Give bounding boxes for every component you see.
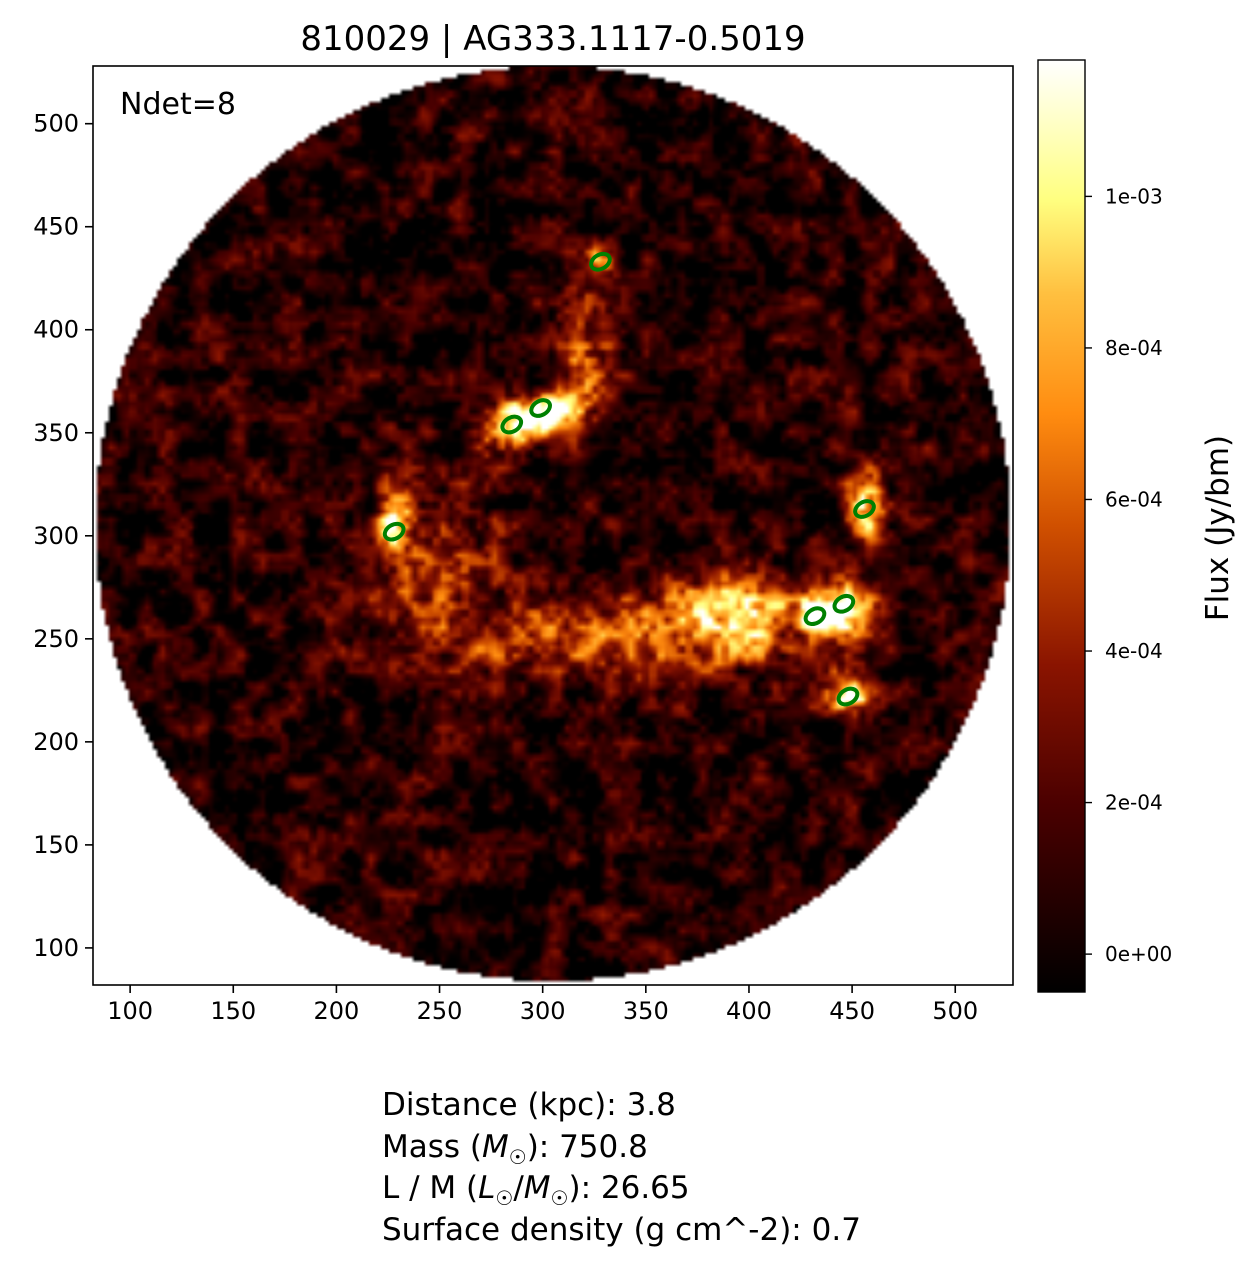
x-tick-label: 400 <box>726 997 772 1025</box>
surface-density-text: Surface density (g cm^-2): 0.7 <box>382 1211 861 1248</box>
mass-text: Mass (M☉): 750.8 <box>382 1128 648 1169</box>
detection-ellipse <box>500 414 524 435</box>
ndet-annotation: Ndet=8 <box>120 87 236 122</box>
colorbar-tick-label: 6e-04 <box>1105 487 1163 511</box>
y-tick-label: 300 <box>33 522 79 550</box>
y-tick-label: 150 <box>33 831 79 859</box>
x-tick-label: 300 <box>520 997 566 1025</box>
x-tick-label: 500 <box>932 997 978 1025</box>
detection-ellipse <box>836 686 860 707</box>
y-tick-label: 400 <box>33 316 79 344</box>
colorbar-label: Flux (Jy/bm) <box>1200 435 1236 621</box>
colorbar-tick-label: 2e-04 <box>1105 791 1163 815</box>
colorbar-tick-label: 4e-04 <box>1105 639 1163 663</box>
detection-ellipse <box>382 521 406 542</box>
mass-symbol: M <box>482 1128 509 1165</box>
sun-symbol: ☉ <box>508 1144 527 1169</box>
detection-ellipse <box>832 593 856 614</box>
sun-symbol: ☉ <box>550 1186 569 1211</box>
colorbar-tick-label: 0e+00 <box>1105 942 1172 966</box>
detection-ellipse <box>853 499 876 519</box>
y-tick-label: 500 <box>33 110 79 138</box>
colorbar-tick-label: 8e-04 <box>1105 336 1163 360</box>
flux-heatmap <box>93 66 1013 985</box>
chart-title: 810029 | AG333.1117-0.5019 <box>300 19 805 59</box>
colorbar-gradient <box>1037 59 1086 993</box>
lm-text: L / M (L☉/M☉): 26.65 <box>382 1170 690 1211</box>
plot-area: Ndet=8 <box>92 65 1014 986</box>
detection-ellipse <box>803 606 827 627</box>
x-tick-label: 350 <box>623 997 669 1025</box>
colorbar-tick-label: 1e-03 <box>1105 184 1163 208</box>
distance-text: Distance (kpc): 3.8 <box>382 1087 676 1123</box>
detection-ellipse <box>589 251 612 272</box>
y-tick-label: 450 <box>33 213 79 241</box>
y-tick-label: 350 <box>33 419 79 447</box>
x-tick-label: 200 <box>314 997 360 1025</box>
x-axis: 100 150 200 250 300 350 400 450 500 <box>107 985 978 1025</box>
y-tick-label: 100 <box>33 934 79 962</box>
y-tick-label: 250 <box>33 625 79 653</box>
y-tick-label: 200 <box>33 728 79 756</box>
sun-symbol: ☉ <box>495 1186 514 1211</box>
plot-frame <box>92 65 1014 986</box>
y-axis: 100 150 200 250 300 350 400 450 500 <box>33 110 93 962</box>
detections-layer <box>382 251 876 707</box>
detection-ellipse <box>529 398 552 418</box>
x-tick-label: 150 <box>210 997 256 1025</box>
x-tick-label: 100 <box>107 997 153 1025</box>
colorbar-ticks: 0e+00 2e-04 4e-04 6e-04 8e-04 1e-03 <box>1085 184 1172 966</box>
colorbar: 0e+00 2e-04 4e-04 6e-04 8e-04 1e-03 Flux (Jy/… <box>1037 59 1236 993</box>
x-tick-label: 450 <box>829 997 875 1025</box>
x-tick-label: 250 <box>417 997 463 1025</box>
info-panel: Distance (kpc): 3.8 Mass (M☉): 750.8 L /… <box>382 1085 861 1251</box>
